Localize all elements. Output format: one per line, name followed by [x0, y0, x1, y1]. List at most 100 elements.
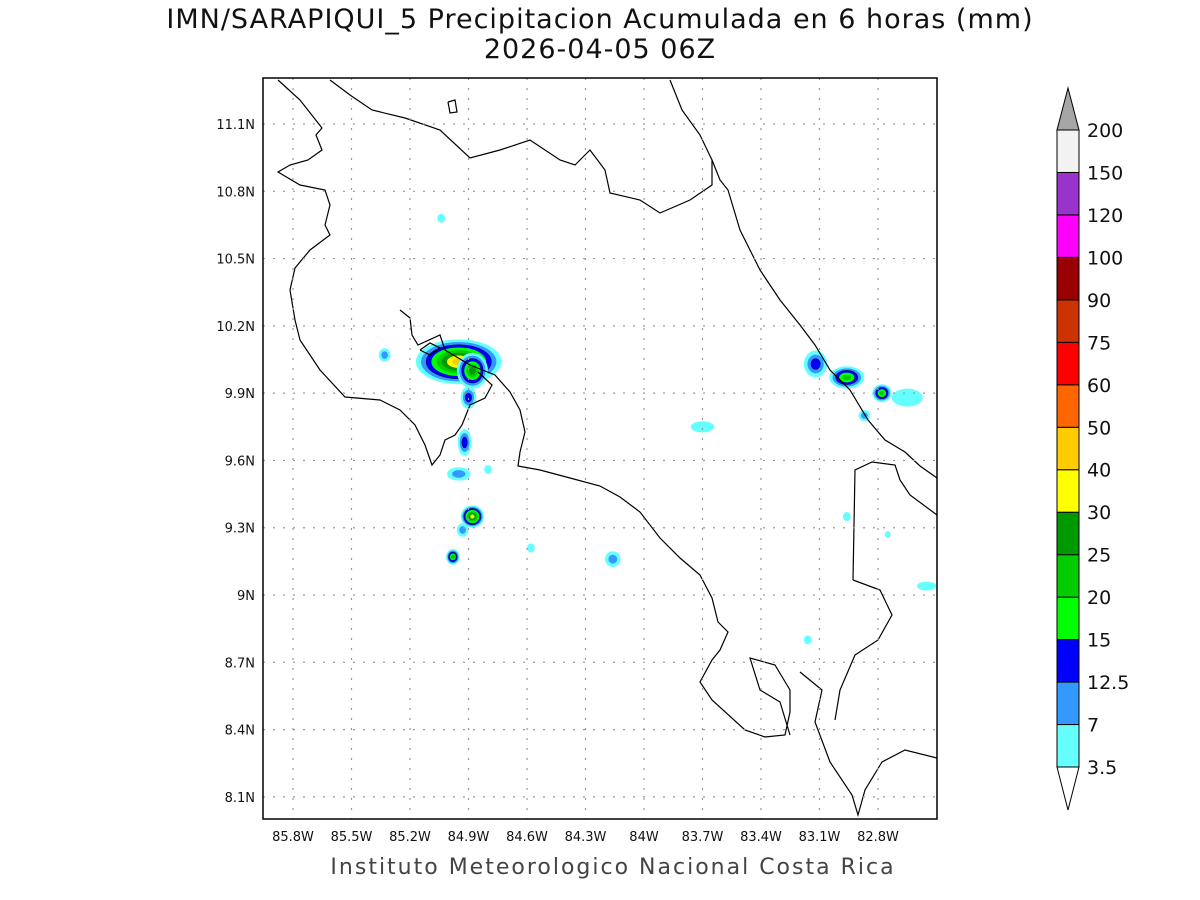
colorbar: 3.5 7 12.5 15 20 25 30 40 50 60 75 90 100 120 150 200: [1056, 86, 1129, 811]
lon-tick-label: 84.3W: [565, 830, 607, 845]
rain-cell: [437, 213, 446, 223]
rain-level-3.5: [891, 388, 923, 407]
colorbar-swatch: [1056, 299, 1080, 343]
colorbar-label: 120: [1087, 205, 1123, 227]
rain-level-3.5: [842, 512, 851, 522]
rain-cell: [447, 467, 471, 481]
colorbar-swatch: [1056, 214, 1080, 258]
lon-tick-label: 85.8W: [272, 830, 314, 845]
rain-level-3.5: [917, 581, 937, 591]
lon-tick-label: 84.6W: [506, 830, 548, 845]
plot-frame: [262, 77, 938, 820]
rain-level-30: [470, 514, 475, 519]
lat-tick-label: 9N: [237, 589, 255, 604]
coastline: [834, 579, 893, 721]
rain-cell: [858, 409, 871, 422]
lon-tick-label: 84W: [629, 830, 659, 845]
lat-tick-label: 11.1N: [216, 118, 255, 133]
rain-level-3.5: [484, 464, 492, 474]
rain-cell: [457, 429, 472, 456]
lon-tick-label: 85.5W: [331, 830, 373, 845]
colorbar-label: 100: [1087, 247, 1123, 269]
lat-tick-label: 9.9N: [225, 387, 255, 402]
lat-tick-label: 9.3N: [225, 522, 255, 537]
colorbar-swatch: [1056, 554, 1080, 598]
coastline: [799, 671, 937, 818]
coastline: [852, 461, 937, 581]
rain-cell: [605, 551, 621, 567]
colorbar-label: 60: [1087, 375, 1111, 397]
colorbar-label: 150: [1087, 162, 1123, 184]
rain-level-3.5: [884, 531, 891, 538]
rain-cell: [829, 366, 865, 389]
rain-level-3.5: [803, 635, 812, 645]
rain-cell: [460, 505, 485, 528]
lat-tick-label: 8.4N: [225, 724, 255, 739]
lat-tick-label: 8.1N: [225, 791, 255, 806]
coastline: [447, 99, 458, 114]
rain-level-25: [469, 367, 476, 375]
colorbar-label: 15: [1087, 630, 1111, 652]
coastline: [329, 79, 713, 214]
colorbar-swatch: [1056, 171, 1080, 216]
colorbar-swatch: [1056, 129, 1080, 173]
map-date: 2026-04-05 06Z: [483, 34, 717, 65]
colorbar-swatch: [1056, 469, 1080, 513]
lon-tick-label: 83.1W: [799, 830, 841, 845]
colorbar-label: 90: [1087, 290, 1111, 312]
colorbar-label: 75: [1087, 332, 1111, 354]
colorbar-swatch: [1056, 596, 1080, 641]
rain-level-3.5: [437, 213, 446, 223]
coastline: [399, 309, 791, 738]
colorbar-swatch: [1056, 681, 1080, 726]
colorbar-label: 50: [1087, 417, 1111, 439]
rain-level-7: [452, 470, 466, 478]
lon-tick-label: 83.7W: [682, 830, 724, 845]
colorbar-swatch: [1056, 341, 1080, 386]
colorbar-label: 3.5: [1087, 757, 1117, 779]
colorbar-label: 25: [1087, 545, 1111, 567]
coastline: [711, 159, 937, 479]
credit-text: Instituto Meteorologico Nacional Costa R…: [330, 855, 896, 880]
rain-cell: [872, 384, 892, 403]
rain-cell: [378, 348, 391, 362]
rain-cell: [917, 581, 937, 591]
coastline: [276, 79, 493, 467]
rain-level-3.5: [690, 421, 715, 433]
rain-cell: [803, 635, 812, 645]
colorbar-label: 20: [1087, 587, 1111, 609]
lon-tick-label: 85.2W: [389, 830, 431, 845]
rain-level-20: [450, 554, 455, 559]
colorbar-swatch: [1056, 384, 1080, 428]
rain-cell: [884, 531, 891, 538]
lon-tick-label: 82.8W: [857, 830, 899, 845]
lon-tick-label: 83.4W: [740, 830, 782, 845]
rain-cell: [446, 549, 460, 565]
map-layer: [276, 79, 937, 818]
rain-cell: [484, 464, 492, 474]
colorbar-swatch: [1056, 639, 1080, 683]
lon-tick-label: 84.9W: [448, 830, 490, 845]
rain-level-20: [879, 390, 885, 396]
colorbar-over-arrow: [1056, 86, 1080, 131]
colorbar-swatch: [1056, 511, 1080, 556]
lat-tick-label: 10.8N: [216, 185, 255, 200]
lat-tick-label: 8.7N: [225, 656, 255, 671]
colorbar-label: 12.5: [1087, 672, 1129, 694]
rain-cell: [690, 421, 715, 433]
lat-tick-label: 10.5N: [216, 253, 255, 268]
rain-level-12.5: [810, 358, 821, 370]
rain-level-7: [608, 554, 618, 564]
rain-level-12.5: [461, 436, 468, 449]
coastline: [419, 342, 442, 356]
colorbar-under-arrow: [1056, 766, 1080, 811]
rain-cell: [803, 350, 828, 378]
rain-level-7: [381, 351, 388, 359]
rain-level-12.5: [465, 392, 472, 403]
rain-cell: [891, 388, 923, 407]
map-title: IMN/SARAPIQUI_5 Precipitacion Acumulada …: [166, 4, 1034, 35]
colorbar-swatch: [1056, 426, 1080, 471]
colorbar-label: 200: [1087, 120, 1123, 142]
